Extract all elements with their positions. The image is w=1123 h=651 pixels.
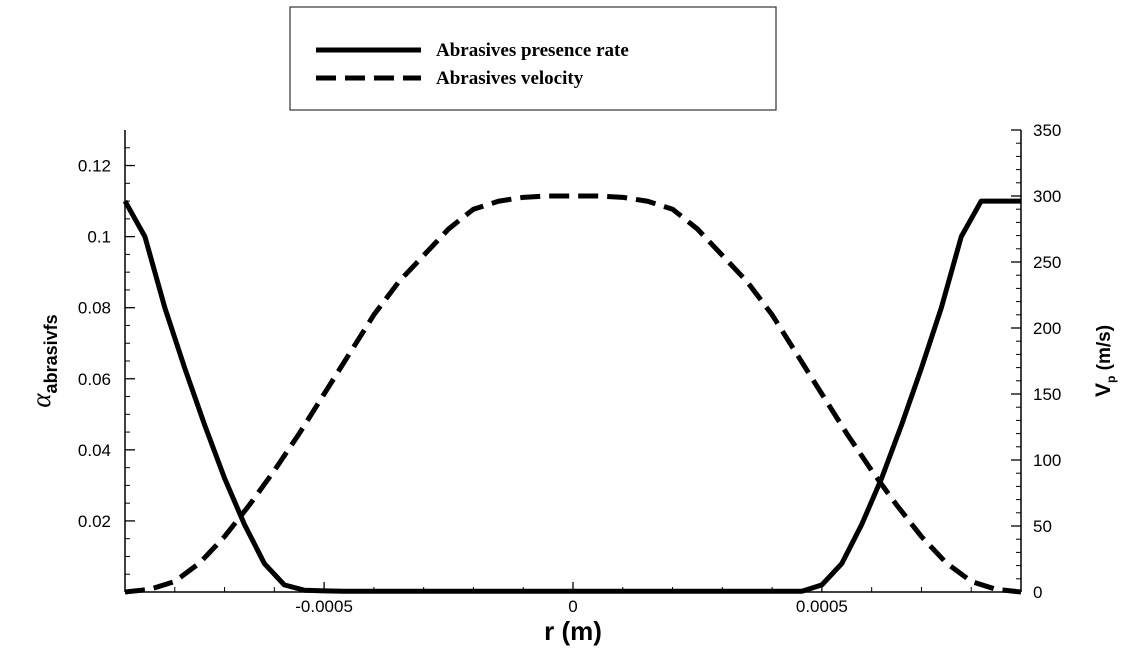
- y-right-tick-label-0: 0: [1033, 583, 1042, 602]
- y-right-tick-label-6: 300: [1033, 187, 1061, 206]
- series-velocity-line: [124, 193, 1022, 595]
- right-axis-title-unit: (m/s): [1094, 325, 1115, 376]
- y-right-tick-label-7: 350: [1033, 121, 1061, 140]
- right-axis-title: Vp (m/s): [1092, 325, 1118, 397]
- y-left-tick-label-5: 0.12: [78, 157, 111, 176]
- y-left-tick-label-2: 0.06: [78, 370, 111, 389]
- x-tick-label-0: -0.0005: [295, 597, 353, 616]
- legend-label-presence: Abrasives presence rate: [436, 40, 629, 61]
- y-left-tick-label-1: 0.04: [78, 441, 111, 460]
- left-axis-title-symbol: α: [26, 393, 56, 408]
- y-left-tick-label-4: 0.1: [87, 228, 111, 247]
- series-layer: [122, 193, 1022, 595]
- x-tick-label-1: 0: [568, 597, 577, 616]
- left-axis-title-subscript: abrasivfs: [41, 314, 61, 393]
- series-presence-rate-line: [122, 198, 1021, 594]
- y-left-tick-label-3: 0.08: [78, 299, 111, 318]
- y-right-tick-label-4: 200: [1033, 319, 1061, 338]
- legend: Abrasives presence rate Abrasives veloci…: [289, 6, 777, 111]
- left-axis-title: αabrasivfs: [26, 314, 61, 407]
- plot-area: [124, 130, 1022, 593]
- y-right-tick-label-2: 100: [1033, 451, 1061, 470]
- y-right-tick-label-5: 250: [1033, 253, 1061, 272]
- x-tick-label-2: 0.0005: [796, 597, 848, 616]
- right-axis-title-subscript: p: [1104, 376, 1118, 383]
- x-axis-title: r (m): [544, 616, 602, 646]
- y-right-tick-label-3: 150: [1033, 385, 1061, 404]
- right-axis-title-main: V: [1092, 383, 1115, 397]
- legend-box: [289, 6, 777, 111]
- y-right-tick-label-1: 50: [1033, 517, 1052, 536]
- ticks-layer: -0.0005 0 0.0005 0.02 0.04 0.06 0.08 0.1 0.12 0 50…: [78, 121, 1061, 616]
- y-left-tick-label-0: 0.02: [78, 512, 111, 531]
- legend-label-velocity: Abrasives velocity: [436, 68, 584, 89]
